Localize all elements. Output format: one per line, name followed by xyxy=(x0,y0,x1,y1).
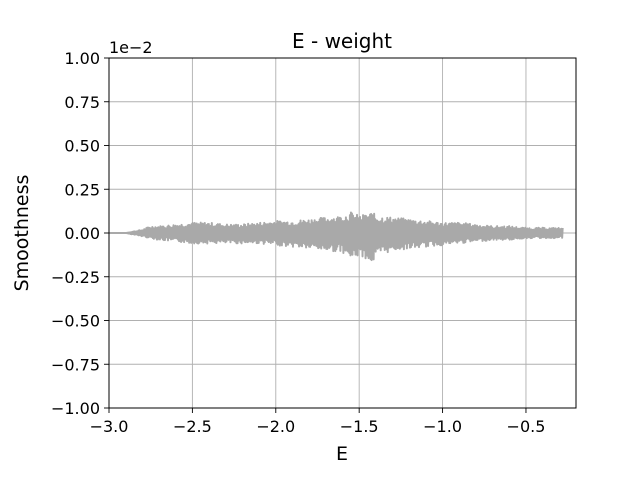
series-line xyxy=(108,211,564,262)
y-tick-label: −0.75 xyxy=(51,355,100,374)
chart-title: E - weight xyxy=(292,29,392,53)
y-offset-text: 1e−2 xyxy=(109,38,153,57)
y-tick-label: −1.00 xyxy=(51,399,100,418)
ticks: −3.0 −2.5 −2.0 −1.5 −1.0 −0.5 −1.00 −0.75 −0.50 −… xyxy=(51,49,545,436)
x-tick-label: −2.0 xyxy=(256,417,295,436)
x-tick-label: −3.0 xyxy=(90,417,129,436)
x-axis-label: E xyxy=(336,443,348,465)
y-tick-label: 1.00 xyxy=(64,49,100,68)
x-tick-label: −2.5 xyxy=(173,417,212,436)
y-tick-label: 0.25 xyxy=(64,180,100,199)
y-tick-label: 0.75 xyxy=(64,93,100,112)
series-layer xyxy=(108,211,564,262)
x-tick-label: −1.0 xyxy=(423,417,462,436)
y-tick-label: −0.50 xyxy=(51,312,100,331)
x-tick-label: −1.5 xyxy=(340,417,379,436)
y-tick-label: 0.00 xyxy=(64,224,100,243)
y-axis-label: Smoothness xyxy=(11,175,33,292)
y-tick-label: −0.25 xyxy=(51,268,100,287)
y-tick-label: 0.50 xyxy=(64,137,100,156)
x-tick-label: −0.5 xyxy=(507,417,546,436)
